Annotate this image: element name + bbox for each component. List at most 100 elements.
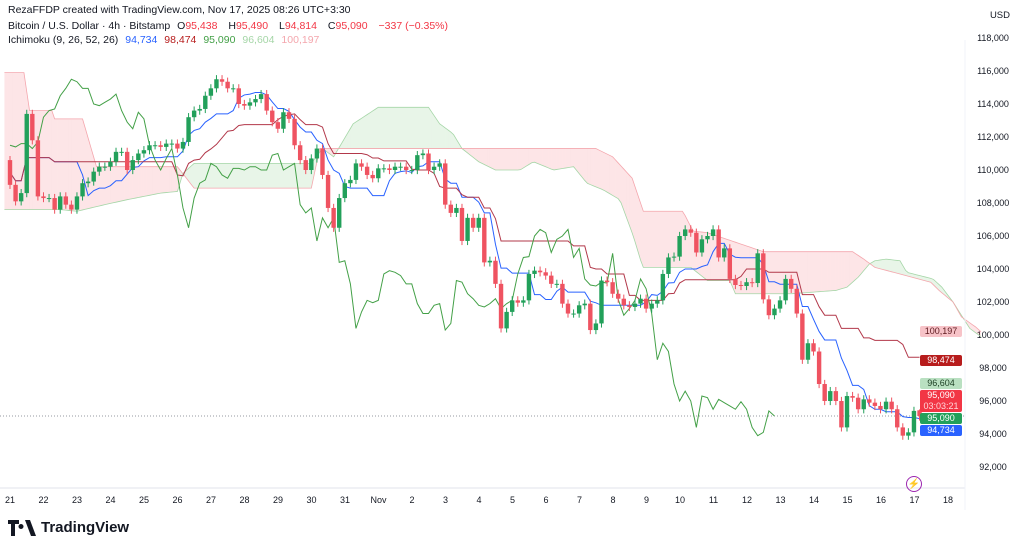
cloud-segment [738, 243, 741, 294]
candle-body [314, 148, 320, 159]
high-value: 95,490 [235, 20, 269, 32]
indicator-title[interactable]: Ichimoku (9, 26, 52, 26) [8, 34, 119, 46]
tradingview-logo[interactable]: TradingView [8, 519, 129, 536]
cloud-segment [581, 148, 585, 181]
cloud-segment [342, 137, 345, 149]
candle-body [660, 273, 666, 301]
candle-body [403, 166, 409, 170]
candle-body [320, 148, 325, 175]
x-tick-label: 7 [577, 495, 582, 505]
cloud-segment [364, 114, 368, 149]
open-value: 95,438 [185, 20, 218, 32]
cloud-segment [74, 118, 77, 212]
x-tick-label: 28 [239, 495, 249, 505]
y-tick-label: 98,000 [979, 363, 1007, 373]
candle [811, 339, 816, 356]
candle-body [63, 196, 68, 205]
cloud-segment [612, 156, 616, 198]
cloud-segment [668, 211, 672, 268]
cloud-segment [674, 211, 677, 268]
candle [498, 279, 504, 333]
cloud-segment [584, 148, 588, 184]
x-tick-label: 11 [709, 495, 718, 505]
candle-body [867, 399, 872, 403]
candle-body [610, 282, 615, 294]
cloud-segment [202, 163, 206, 189]
candle [158, 141, 163, 152]
candle-body [699, 239, 705, 253]
cloud-segment [355, 120, 359, 149]
cloud-segment [615, 159, 619, 199]
candle [219, 75, 225, 86]
candle [80, 179, 85, 201]
candle-body [666, 257, 671, 274]
cloud-segment [224, 163, 228, 189]
candle [666, 253, 671, 279]
cloud-segment [392, 107, 396, 149]
currency-label[interactable]: USD [989, 10, 1010, 21]
cloud-segment [523, 148, 527, 168]
low-value: 94,814 [284, 20, 317, 32]
cloud-segment [646, 211, 649, 268]
candle-body [370, 174, 375, 179]
candle [911, 406, 917, 437]
candle [253, 94, 258, 107]
candle [46, 193, 52, 203]
candle-body [113, 151, 119, 162]
cloud-segment [99, 166, 103, 206]
candle [844, 391, 850, 432]
attribution: RezaFFDP created with TradingView.com, N… [8, 4, 351, 16]
cloud-segment [886, 259, 889, 272]
candle-body [733, 278, 738, 286]
candle [515, 296, 520, 307]
cloud-segment [238, 163, 242, 189]
cloud-segment [626, 172, 630, 226]
cloud-segment [450, 132, 454, 149]
candle [699, 235, 705, 257]
candle [376, 164, 381, 183]
y-tick-label: 104,000 [977, 264, 1010, 274]
x-tick-label: 2 [409, 495, 414, 505]
cloud-segment [604, 152, 608, 193]
cloud-segment [378, 107, 382, 149]
indicator-legend: Ichimoku (9, 26, 52, 26) 94,734 98,474 9… [8, 34, 323, 46]
cloud-segment [470, 148, 474, 158]
cloud-segment [428, 107, 432, 149]
y-tick-label: 112,000 [977, 132, 1009, 142]
lightning-icon[interactable]: ⚡ [906, 476, 922, 492]
lagging-span [9, 78, 775, 437]
cloud-segment [291, 163, 295, 189]
cloud-segment [877, 259, 881, 269]
cloud-segment [146, 166, 150, 196]
cloud-segment [545, 148, 549, 168]
candle [359, 159, 364, 171]
cloud-segment [252, 163, 256, 189]
cloud-segment [796, 251, 800, 294]
candle-body [141, 150, 147, 154]
cloud-segment [269, 163, 273, 189]
symbol-title[interactable]: Bitcoin / U.S. Dollar · 4h · Bitstamp [8, 20, 171, 32]
cloud-segment [531, 148, 535, 163]
candle-body [69, 204, 74, 210]
cloud-segment [445, 127, 449, 149]
candle-body [359, 163, 364, 167]
candle [58, 192, 63, 214]
cloud-segment [280, 163, 284, 189]
cloud-segment [43, 110, 47, 210]
x-tick-label: 6 [543, 495, 548, 505]
candle-body [219, 79, 225, 82]
cloud-segment [905, 270, 909, 277]
cloud-segment [49, 110, 52, 210]
x-tick-label: 17 [909, 495, 919, 505]
candle [554, 279, 560, 288]
cloud-segment [634, 186, 638, 251]
candle [454, 203, 459, 218]
cloud-segment [57, 118, 61, 210]
candle [878, 401, 883, 414]
base-value: 98,474 [164, 34, 197, 46]
cloud-segment [255, 163, 259, 189]
candle-body [632, 303, 638, 307]
span-a-price-label: 96,604 [920, 378, 962, 389]
candle-body [281, 112, 286, 129]
